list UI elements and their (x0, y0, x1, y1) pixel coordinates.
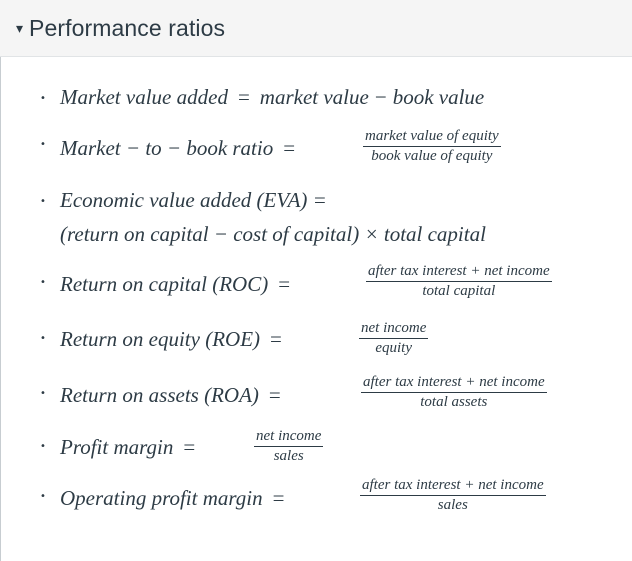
ratio-name-roa: Return on assets (ROA) (60, 383, 259, 407)
ratio-item-roa: • Return on assets (ROA) = after tax inte… (1, 375, 632, 417)
term-book-value: book value (392, 85, 485, 109)
numerator: net income (254, 429, 324, 447)
caret-down-icon: ▾ (16, 21, 24, 37)
ratio-formula-roa: Return on assets (ROA) = (60, 385, 291, 406)
ratio-item-roe: • Return on equity (ROE) = net income equ… (1, 321, 632, 361)
section-content: • Market value added = market value − book v… (0, 57, 632, 561)
ratio-item-mtb: • Market − to − book ratio = market value… (1, 128, 632, 168)
denominator: total capital (422, 283, 496, 299)
ratio-formula-roc: Return on capital (ROC) = (60, 274, 300, 295)
bullet-icon: • (40, 277, 46, 288)
fraction-roe: net income equity (359, 321, 429, 356)
denominator: sales (437, 497, 468, 513)
fraction-opm: after tax interest + net income sales (360, 478, 546, 513)
numerator: after tax interest + net income (361, 375, 547, 393)
ratio-formula-eva: (return on capital − cost of capital) × … (60, 222, 486, 246)
ratio-formula-roe: Return on equity (ROE) = (60, 329, 292, 350)
bullet-icon: • (40, 388, 46, 399)
numerator: net income (359, 321, 429, 339)
section-header-toggle[interactable]: ▾ Performance ratios (0, 0, 632, 57)
ratio-name-eva: Economic value added (EVA) = (60, 188, 327, 212)
ratio-name-mtb: Market − to − book ratio (60, 136, 274, 160)
fraction-roa: after tax interest + net income total as… (361, 375, 547, 410)
bullet-icon: • (40, 139, 46, 150)
ratio-formula-mtb: Market − to − book ratio = (60, 138, 305, 159)
fraction-roc: after tax interest + net income total ca… (366, 264, 552, 299)
ratio-item-pm: • Profit margin = net income sales (1, 429, 632, 469)
equals-sign: = (237, 85, 250, 109)
equals-sign: = (268, 383, 281, 407)
equals-sign: = (183, 435, 196, 459)
numerator: after tax interest + net income (360, 478, 546, 496)
minus-sign: − (374, 85, 387, 109)
ratio-item-roc: • Return on capital (ROC) = after tax int… (1, 264, 632, 306)
bullet-icon: • (40, 441, 46, 452)
bullet-icon: • (40, 333, 46, 344)
ratio-name-roe: Return on equity (ROE) (60, 327, 261, 351)
denominator: total assets (420, 394, 488, 410)
ratio-name-pm: Profit margin (60, 435, 174, 459)
ratio-item-eva: • Economic value added (EVA) = (return o… (1, 190, 632, 250)
ratio-item-mva: • Market value added = market value − book v… (1, 87, 632, 111)
bullet-icon: • (40, 93, 46, 104)
equals-sign: = (283, 136, 296, 160)
numerator: after tax interest + net income (366, 264, 552, 282)
denominator: book value of equity (371, 148, 493, 164)
fraction-mtb: market value of equity book value of equ… (363, 129, 501, 164)
ratio-formula-pm: Profit margin = (60, 437, 205, 458)
ratio-item-opm: • Operating profit margin = after tax int… (1, 478, 632, 520)
ratio-name-opm: Operating profit margin (60, 486, 263, 510)
term-market-value: market value (259, 85, 369, 109)
equals-sign: = (278, 272, 291, 296)
ratio-formula-opm: Operating profit margin = (60, 488, 294, 509)
ratio-name-roc: Return on capital (ROC) (60, 272, 269, 296)
fraction-pm: net income sales (254, 429, 324, 464)
bullet-icon: • (40, 196, 46, 207)
equals-sign: = (272, 486, 285, 510)
ratio-name-mva: Market value added (60, 85, 228, 109)
denominator: sales (273, 448, 304, 464)
section-title: Performance ratios (29, 14, 226, 41)
bullet-icon: • (40, 491, 46, 502)
denominator: equity (375, 340, 413, 356)
ratio-formula-mva: Market value added = market value − book val… (60, 87, 484, 108)
numerator: market value of equity (363, 129, 501, 147)
equals-sign: = (270, 327, 282, 351)
